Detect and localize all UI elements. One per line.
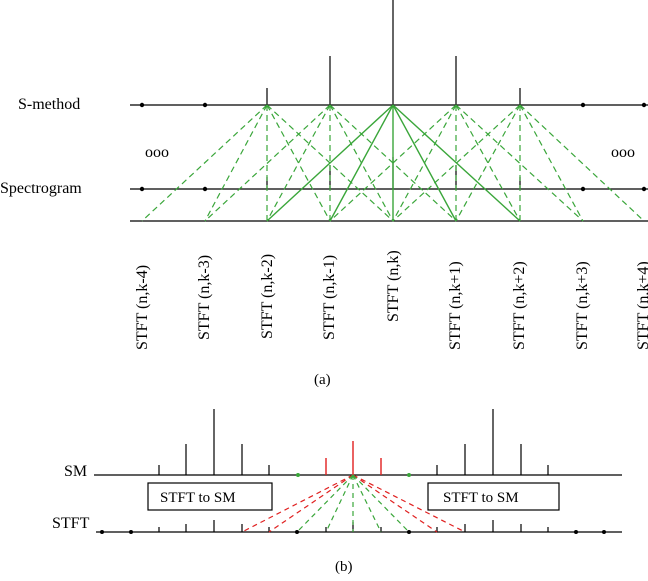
stft-row-dots [100, 530, 606, 534]
box-right-text: STFT to SM [443, 490, 519, 506]
caption-b: (b) [335, 559, 353, 575]
stft-label-k-3: STFT (n,k-3) [196, 255, 213, 340]
s-method-dot [641, 102, 647, 108]
stft-label-k-2: STFT (n,k-2) [259, 254, 276, 339]
red-dashed-fan [241, 474, 466, 533]
sm-label: SM [64, 463, 87, 480]
box-left: STFT to SM [147, 482, 273, 511]
panel-b: SM STFT [52, 409, 622, 575]
stft-label-k: STFT (n,k) [385, 250, 402, 322]
s-method-label: S-method [18, 96, 80, 113]
box-left-text: STFT to SM [160, 490, 236, 506]
s-method-dot [202, 102, 208, 108]
stft-label-k-1: STFT (n,k-1) [321, 255, 338, 340]
dashed-fan-lines [141, 104, 645, 222]
stft-label-k+1: STFT (n,k+1) [447, 261, 464, 350]
box-right: STFT to SM [427, 482, 560, 511]
panel-a: S-method Spectrogram ooo ooo [0, 0, 648, 388]
ellipsis-right: ooo [611, 144, 635, 161]
spectrogram-dot [139, 186, 145, 192]
caption-a: (a) [314, 372, 331, 388]
stft-row-label: STFT [52, 515, 90, 532]
sm-green-dot [407, 473, 411, 477]
s-method-dot [139, 102, 145, 108]
solid-fan-lines [266, 104, 521, 222]
sm-red-spikes [325, 441, 382, 475]
green-dashed-fan [296, 474, 410, 533]
spectrogram-label: Spectrogram [0, 180, 82, 197]
spectrogram-dot [202, 186, 208, 192]
stft-label-k+4: STFT (n,k+4) [635, 261, 648, 350]
sm-green-dot [296, 473, 300, 477]
spectrogram-dot [641, 186, 647, 192]
ellipsis-left: ooo [145, 144, 169, 161]
sm-spikes [158, 409, 549, 475]
stft-label-k+3: STFT (n,k+3) [574, 261, 591, 350]
stft-label-k-4: STFT (n,k-4) [134, 265, 151, 350]
stft-label-k+2: STFT (n,k+2) [511, 261, 528, 350]
s-method-dot [580, 102, 586, 108]
spectrogram-dot [580, 186, 586, 192]
